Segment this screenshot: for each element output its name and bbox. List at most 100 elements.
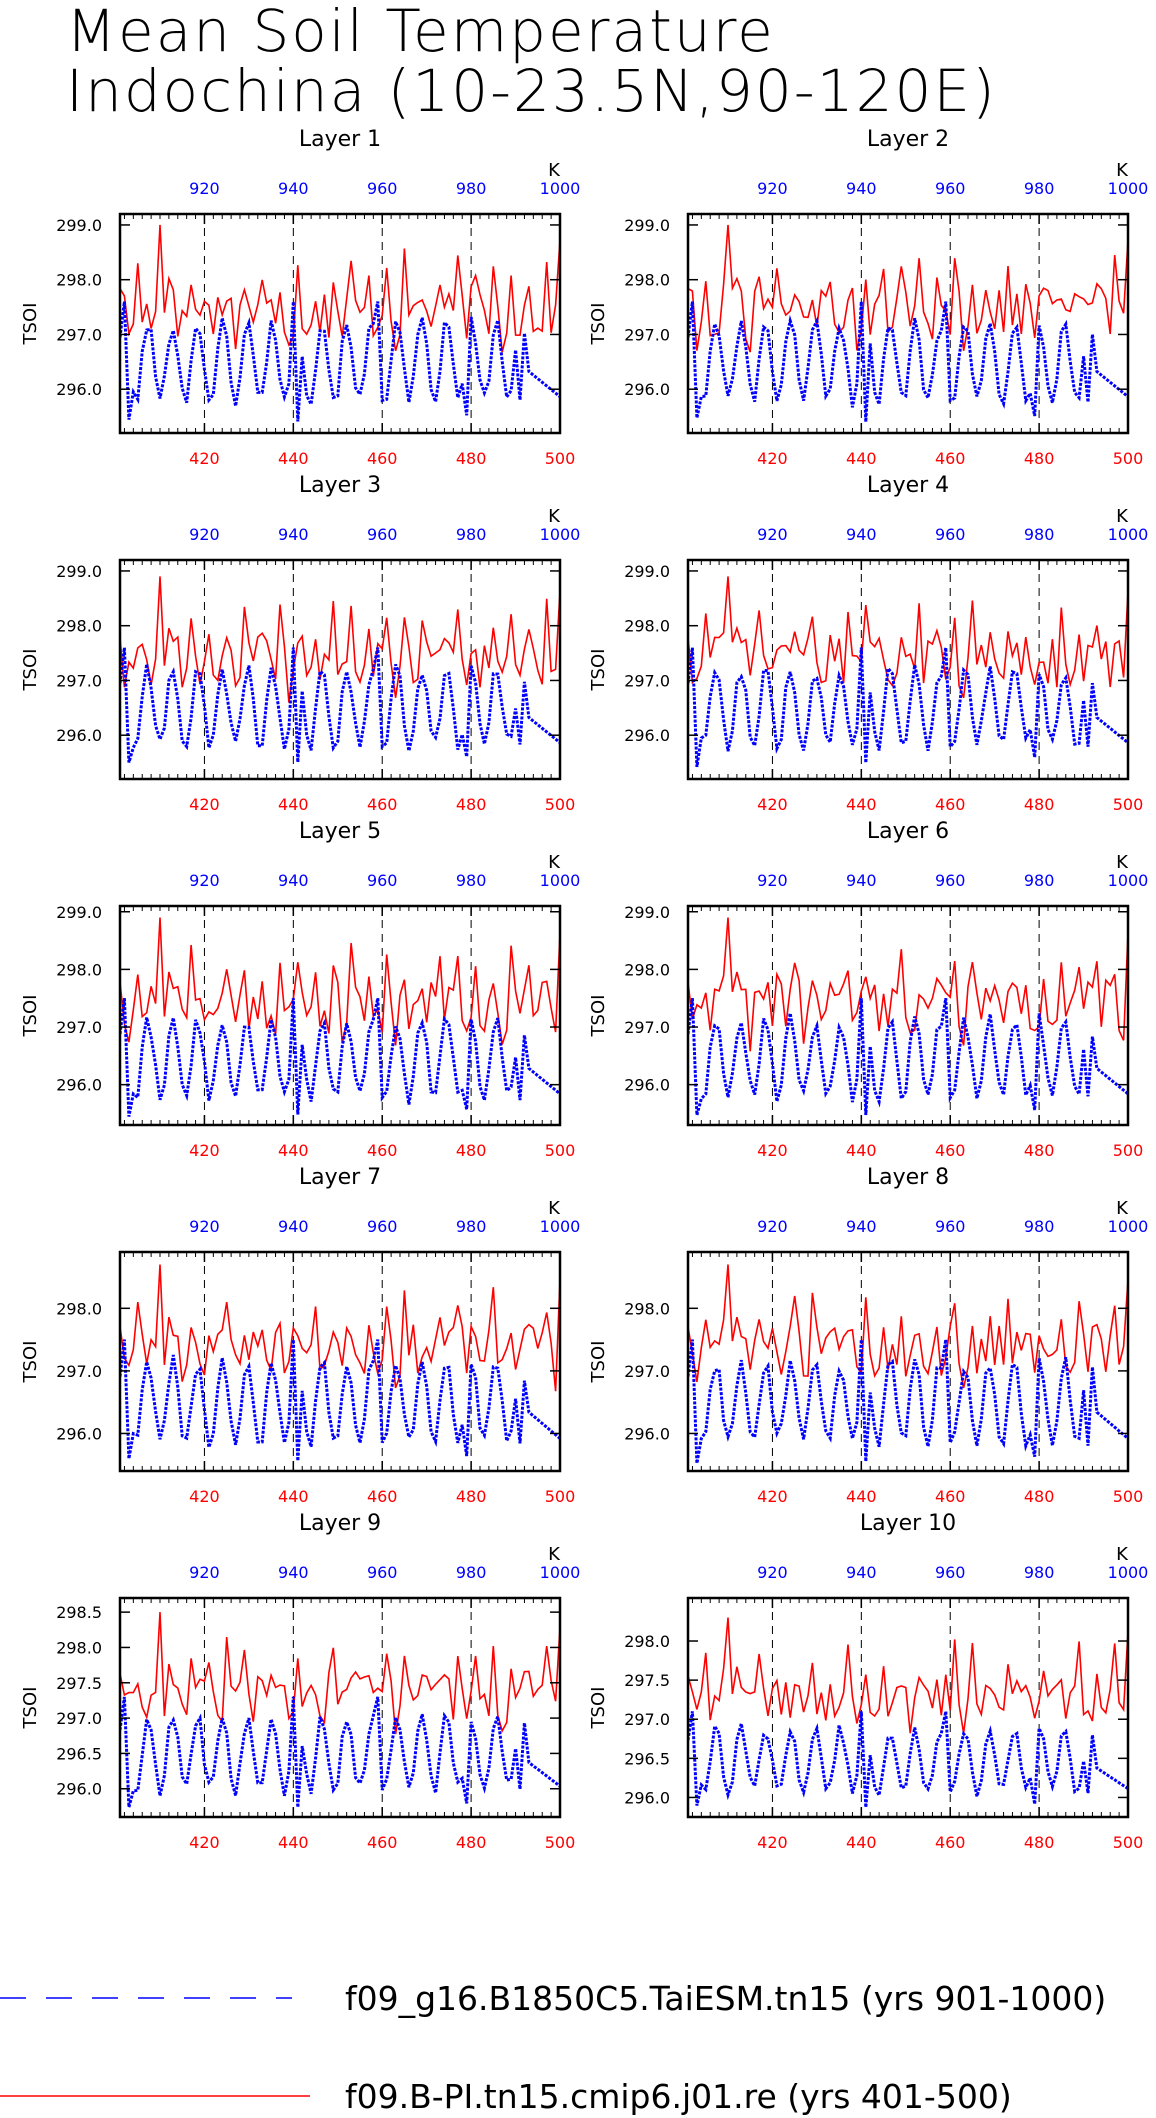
top-tick-label: 920 bbox=[757, 1563, 788, 1582]
bottom-tick-label: 480 bbox=[456, 1141, 487, 1160]
top-axis-unit: K bbox=[1116, 160, 1129, 181]
top-tick-label: 920 bbox=[757, 525, 788, 544]
bottom-tick-label: 480 bbox=[456, 795, 487, 814]
y-tick-label: 299.0 bbox=[56, 562, 102, 581]
top-axis-unit: K bbox=[548, 1544, 561, 1565]
top-tick-label: 920 bbox=[189, 179, 220, 198]
bottom-tick-label: 480 bbox=[1024, 1141, 1055, 1160]
y-axis-label: TSOI bbox=[20, 649, 41, 692]
plot-frame bbox=[118, 904, 562, 1127]
panel-title: Layer 9 bbox=[299, 1511, 381, 1536]
y-axis-label: TSOI bbox=[588, 303, 609, 346]
bottom-tick-label: 460 bbox=[367, 1141, 398, 1160]
bottom-tick-label: 440 bbox=[278, 1833, 309, 1852]
y-tick-label: 296.0 bbox=[56, 1076, 102, 1095]
panel-title: Layer 5 bbox=[299, 819, 381, 844]
bottom-tick-label: 420 bbox=[189, 449, 220, 468]
top-tick-label: 940 bbox=[846, 1563, 877, 1582]
series-line-1 bbox=[120, 1264, 560, 1392]
y-tick-label: 299.0 bbox=[624, 562, 670, 581]
legend: f09_g16.B1850C5.TaiESM.tn15 (yrs 901-100… bbox=[0, 1979, 1106, 2116]
top-tick-label: 940 bbox=[278, 1563, 309, 1582]
series-line-2 bbox=[688, 1339, 1128, 1464]
series-line-1 bbox=[120, 224, 560, 353]
bottom-tick-label: 440 bbox=[278, 449, 309, 468]
top-axis-unit: K bbox=[1116, 1198, 1129, 1219]
bottom-tick-label: 500 bbox=[1113, 795, 1144, 814]
bottom-tick-label: 420 bbox=[757, 795, 788, 814]
top-tick-label: 960 bbox=[367, 1563, 398, 1582]
top-tick-label: 980 bbox=[1024, 179, 1055, 198]
bottom-tick-label: 480 bbox=[456, 1487, 487, 1506]
top-tick-label: 960 bbox=[935, 1217, 966, 1236]
top-tick-label: 940 bbox=[846, 179, 877, 198]
bottom-tick-label: 440 bbox=[278, 1141, 309, 1160]
bottom-tick-label: 420 bbox=[757, 1487, 788, 1506]
top-tick-label: 940 bbox=[846, 871, 877, 890]
y-tick-label: 298.0 bbox=[624, 617, 670, 636]
y-tick-label: 298.0 bbox=[56, 617, 102, 636]
plot-frame bbox=[686, 1596, 1130, 1819]
top-tick-label: 940 bbox=[278, 525, 309, 544]
plot-frame bbox=[118, 1596, 562, 1819]
figure-title-line-2: Indochina (10-23.5N,90-120E) bbox=[66, 57, 997, 125]
plot-frame bbox=[686, 904, 1130, 1127]
series-line-2 bbox=[688, 1711, 1128, 1808]
top-tick-label: 1000 bbox=[540, 1217, 581, 1236]
y-tick-label: 298.0 bbox=[624, 271, 670, 290]
y-axis-label: TSOI bbox=[20, 303, 41, 346]
bottom-tick-label: 420 bbox=[189, 1833, 220, 1852]
top-tick-label: 920 bbox=[189, 1217, 220, 1236]
top-tick-label: 1000 bbox=[540, 179, 581, 198]
y-tick-label: 297.0 bbox=[624, 1362, 670, 1381]
panel-layer-10: Layer 10 420 440 460 480 500 920 940 960 980 1000K… bbox=[588, 1511, 1148, 1852]
bottom-tick-label: 440 bbox=[846, 795, 877, 814]
bottom-tick-label: 460 bbox=[935, 449, 966, 468]
y-tick-label: 299.0 bbox=[56, 216, 102, 235]
y-axis-label: TSOI bbox=[588, 1687, 609, 1730]
plot-frame bbox=[686, 558, 1130, 781]
series-line-1 bbox=[120, 576, 560, 703]
bottom-tick-label: 440 bbox=[846, 1487, 877, 1506]
bottom-tick-label: 440 bbox=[846, 449, 877, 468]
panel-title: Layer 7 bbox=[299, 1165, 381, 1190]
top-tick-label: 940 bbox=[846, 525, 877, 544]
y-tick-label: 296.0 bbox=[56, 1780, 102, 1799]
y-tick-label: 297.0 bbox=[56, 1709, 102, 1728]
top-tick-label: 1000 bbox=[1108, 871, 1149, 890]
top-tick-label: 960 bbox=[367, 1217, 398, 1236]
bottom-tick-label: 460 bbox=[935, 1487, 966, 1506]
bottom-tick-label: 440 bbox=[846, 1833, 877, 1852]
series-line-1 bbox=[688, 917, 1128, 1052]
top-tick-label: 980 bbox=[456, 871, 487, 890]
plot-frame bbox=[118, 558, 562, 781]
plot-frame bbox=[118, 212, 562, 435]
y-tick-label: 297.0 bbox=[56, 671, 102, 690]
top-tick-label: 920 bbox=[757, 179, 788, 198]
bottom-tick-label: 480 bbox=[1024, 1487, 1055, 1506]
bottom-tick-label: 460 bbox=[935, 795, 966, 814]
y-tick-label: 298.5 bbox=[56, 1603, 102, 1622]
top-tick-label: 960 bbox=[935, 179, 966, 198]
bottom-tick-label: 480 bbox=[1024, 1833, 1055, 1852]
top-tick-label: 960 bbox=[935, 525, 966, 544]
top-tick-label: 980 bbox=[456, 1217, 487, 1236]
panel-title: Layer 1 bbox=[299, 127, 381, 152]
top-tick-label: 980 bbox=[456, 179, 487, 198]
series-line-1 bbox=[688, 1617, 1128, 1734]
series-line-1 bbox=[688, 1264, 1128, 1389]
bottom-tick-label: 440 bbox=[278, 1487, 309, 1506]
top-tick-label: 1000 bbox=[1108, 1563, 1149, 1582]
top-tick-label: 960 bbox=[367, 525, 398, 544]
bottom-tick-label: 420 bbox=[757, 1833, 788, 1852]
series-line-1 bbox=[120, 917, 560, 1046]
bottom-tick-label: 460 bbox=[935, 1141, 966, 1160]
y-tick-label: 298.0 bbox=[56, 1638, 102, 1657]
y-tick-label: 298.0 bbox=[56, 960, 102, 979]
